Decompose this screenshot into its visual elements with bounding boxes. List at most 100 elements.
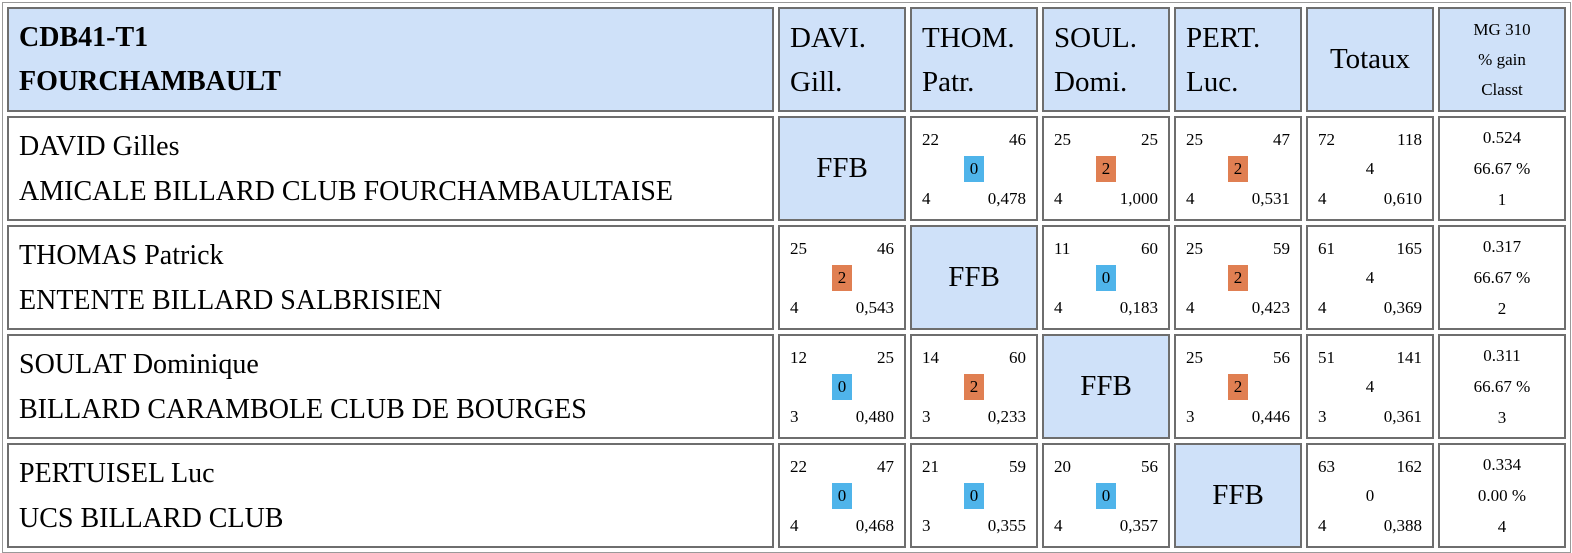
mg-cell: 0.317 66.67 % 2 [1438,225,1566,330]
total-points: 61 [1318,239,1335,258]
match-points-badge: 2 [1096,156,1116,182]
player-name: DAVID Gilles [19,130,180,162]
match-result-cell: 14 60 2 3 0,233 [910,334,1038,439]
match-points-badge: 2 [1228,265,1248,291]
total-average: 0,388 [1383,516,1422,535]
match-average: 0,355 [987,516,1026,535]
player-name: SOULAT Dominique [19,348,259,380]
total-points: 72 [1318,130,1335,149]
competition-venue: FOURCHAMBAULT [19,65,281,97]
match-result-cell: 12 25 0 3 0,480 [778,334,906,439]
match-average: 0,531 [1251,189,1290,208]
innings-count: 3 [922,516,931,535]
match-result-cell: 25 46 2 4 0,543 [778,225,906,330]
ranking: 4 [1497,517,1507,536]
total-match-points: 4 [1365,377,1375,396]
points-target: 25 [877,348,894,367]
mg-cell: 0.334 0.00 % 4 [1438,443,1566,548]
innings-count: 4 [790,516,799,535]
player-club: AMICALE BILLARD CLUB FOURCHAMBAULTAISE [19,175,673,207]
match-result-cell: 21 59 0 3 0,355 [910,443,1038,548]
points-target: 59 [1273,239,1290,258]
mg-cell: 0.524 66.67 % 1 [1438,116,1566,221]
total-innings: 3 [1318,407,1327,426]
match-points-badge: 2 [1228,374,1248,400]
player-header-3: SOUL. Domi. [1042,7,1170,112]
points-scored: 20 [1054,457,1071,476]
player-cell: SOULAT Dominique BILLARD CARAMBOLE CLUB D… [7,334,774,439]
mg-cell: 0.311 66.67 % 3 [1438,334,1566,439]
self-match-cell: FFB [778,116,906,221]
points-scored: 11 [1054,239,1071,258]
points-scored: 25 [1186,130,1203,149]
win-percentage: 0.00 % [1477,486,1527,505]
best-average: 0.311 [1483,346,1521,365]
innings-count: 3 [790,407,799,426]
match-average: 0,233 [987,407,1026,426]
innings-count: 3 [922,407,931,426]
match-points-badge: 0 [832,374,852,400]
match-average: 0,480 [855,407,894,426]
innings-count: 4 [1186,189,1195,208]
innings-count: 4 [1186,298,1195,317]
win-percentage: 66.67 % [1473,377,1531,396]
points-target: 46 [1009,130,1026,149]
match-result-cell: 25 25 2 4 1,000 [1042,116,1170,221]
ranking: 1 [1497,190,1507,209]
points-target: 47 [1273,130,1290,149]
total-average: 0,361 [1383,407,1422,426]
total-match-points: 4 [1365,268,1375,287]
match-points-badge: 0 [1096,265,1116,291]
best-average: 0.524 [1482,128,1522,147]
player-row: SOULAT Dominique BILLARD CARAMBOLE CLUB D… [7,334,1566,439]
match-average: 0,446 [1251,407,1290,426]
totals-cell: 72 118 4 4 0,610 [1306,116,1434,221]
innings-count: 4 [1054,189,1063,208]
innings-count: 4 [1054,298,1063,317]
ranking: 2 [1497,299,1507,318]
points-target: 60 [1009,348,1026,367]
totals-cell: 61 165 4 4 0,369 [1306,225,1434,330]
match-average: 0,423 [1251,298,1290,317]
points-target: 56 [1141,457,1158,476]
player-row: DAVID Gilles AMICALE BILLARD CLUB FOURCHA… [7,116,1566,221]
total-points: 63 [1318,457,1335,476]
match-result-cell: 25 47 2 4 0,531 [1174,116,1302,221]
innings-count: 4 [1054,516,1063,535]
points-scored: 22 [790,457,807,476]
win-percentage: 66.67 % [1473,159,1531,178]
player-header-2: THOM. Patr. [910,7,1038,112]
player-name: THOMAS Patrick [19,239,224,271]
player-club: UCS BILLARD CLUB [19,502,284,534]
match-points-badge: 0 [832,483,852,509]
total-innings: 4 [1318,298,1327,317]
points-target: 46 [877,239,894,258]
total-innings: 4 [1318,189,1327,208]
player-cell: DAVID Gilles AMICALE BILLARD CLUB FOURCHA… [7,116,774,221]
match-average: 1,000 [1119,189,1158,208]
ranking: 3 [1497,408,1507,427]
competition-code: CDB41-T1 [19,21,149,53]
points-scored: 25 [790,239,807,258]
total-target: 141 [1396,348,1423,367]
total-innings: 4 [1318,516,1327,535]
points-scored: 22 [922,130,939,149]
win-percentage: 66.67 % [1473,268,1531,287]
points-target: 56 [1273,348,1290,367]
player-name: PERTUISEL Luc [19,457,215,489]
player-club: BILLARD CARAMBOLE CLUB DE BOURGES [19,393,587,425]
mg-header: MG 310 % gain Classt [1438,7,1566,112]
points-scored: 25 [1186,348,1203,367]
player-cell: THOMAS Patrick ENTENTE BILLARD SALBRISIEN [7,225,774,330]
totals-header: Totaux [1306,7,1434,112]
points-scored: 25 [1054,130,1071,149]
totals-cell: 63 162 0 4 0,388 [1306,443,1434,548]
points-target: 47 [877,457,894,476]
self-match-cell: FFB [1174,443,1302,548]
match-points-badge: 2 [832,265,852,291]
total-match-points: 4 [1365,159,1375,178]
total-match-points: 0 [1365,486,1375,505]
points-scored: 14 [922,348,939,367]
points-scored: 21 [922,457,939,476]
player-cell: PERTUISEL Luc UCS BILLARD CLUB [7,443,774,548]
